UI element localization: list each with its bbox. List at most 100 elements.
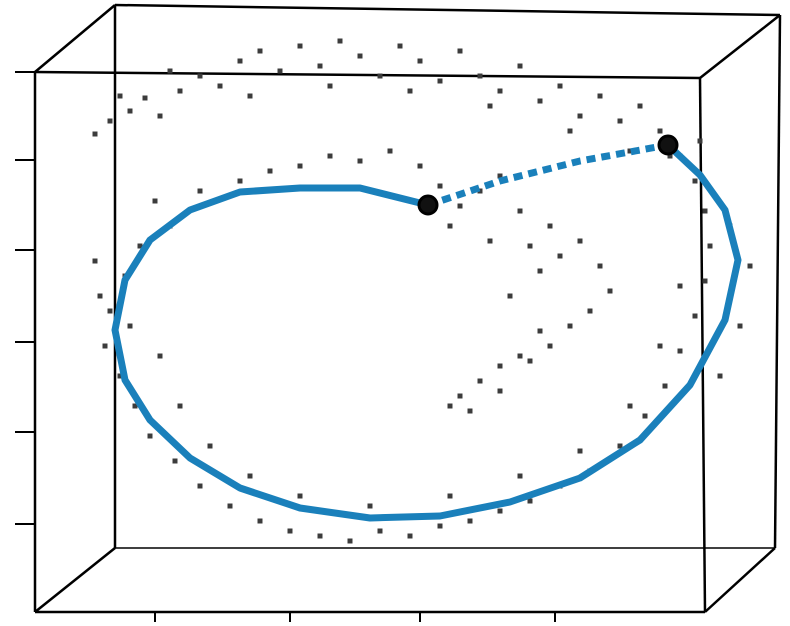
scatter-point — [197, 483, 203, 489]
scatter-point — [537, 98, 543, 104]
scatter-point — [237, 178, 243, 184]
scatter-point — [657, 343, 663, 349]
scatter-point — [137, 243, 143, 249]
scatter-point — [297, 493, 303, 499]
scatter-point — [467, 408, 473, 414]
scatter-point — [257, 48, 263, 54]
scatter-point — [517, 473, 523, 479]
scatter-point — [487, 103, 493, 109]
scatter-point — [577, 113, 583, 119]
scatter-point — [277, 68, 283, 74]
scatter-point — [417, 58, 423, 64]
scatter-point — [447, 493, 453, 499]
scatter-point — [117, 373, 123, 379]
scatter-point — [577, 448, 583, 454]
scatter-point — [327, 83, 333, 89]
scatter-point — [467, 518, 473, 524]
scatter-point — [92, 258, 98, 264]
scatter-point — [527, 358, 533, 364]
scatter-point — [597, 263, 603, 269]
path-endpoint — [417, 194, 439, 216]
scatter-point — [172, 458, 178, 464]
scatter-point — [287, 528, 293, 534]
scatter-point — [497, 508, 503, 514]
scatter-point — [357, 53, 363, 59]
scatter-point — [367, 503, 373, 509]
scatter-point — [297, 163, 303, 169]
scatter-point — [107, 118, 113, 124]
scatter-point — [207, 443, 213, 449]
scatter-point — [317, 533, 323, 539]
scatter-point — [397, 43, 403, 49]
scatter-point — [257, 518, 263, 524]
scatter-point — [537, 268, 543, 274]
scatter-point — [627, 148, 633, 154]
scatter-point — [177, 88, 183, 94]
scatter-point — [457, 48, 463, 54]
scatter-point — [547, 343, 553, 349]
scatter-point — [447, 403, 453, 409]
scatter-point — [717, 373, 723, 379]
scatter-point — [417, 163, 423, 169]
scatter-point — [107, 308, 113, 314]
scatter-point — [607, 288, 613, 294]
scatter-point — [217, 83, 223, 89]
scatter-point — [347, 538, 353, 544]
scatter-point — [247, 93, 253, 99]
scatter-point — [337, 38, 343, 44]
scatter-point — [477, 378, 483, 384]
scatter-point — [747, 263, 753, 269]
scatter-point — [317, 63, 323, 69]
scatter-point — [557, 253, 563, 259]
scatter-point — [387, 148, 393, 154]
scatter-point — [197, 73, 203, 79]
scatter-point — [692, 313, 698, 319]
scatter-point — [157, 353, 163, 359]
scatter-point — [327, 153, 333, 159]
scatter-point — [92, 131, 98, 137]
scatter-point — [227, 503, 233, 509]
scatter-point — [702, 208, 708, 214]
scatter-point — [127, 108, 133, 114]
scatter-point — [177, 403, 183, 409]
scatter-point — [437, 183, 443, 189]
dashed-path — [426, 141, 669, 209]
scatter-point — [487, 238, 493, 244]
scatter-point — [597, 93, 603, 99]
scatter-point — [477, 73, 483, 79]
scatter-point — [247, 473, 253, 479]
scatter-point — [132, 403, 138, 409]
scatter-point — [517, 63, 523, 69]
scatter-point — [587, 308, 593, 314]
scatter-point — [707, 243, 713, 249]
scatter-point — [627, 403, 633, 409]
scatter-point — [577, 238, 583, 244]
scatter-point — [437, 523, 443, 529]
scatter-point — [357, 158, 363, 164]
scatter-point — [157, 113, 163, 119]
scatter-point — [167, 68, 173, 74]
scatter-point — [517, 208, 523, 214]
scatter-point — [497, 173, 503, 179]
scatter-point — [677, 283, 683, 289]
scatter-point — [297, 43, 303, 49]
scatter-point — [237, 58, 243, 64]
scatter-point — [407, 533, 413, 539]
scatter-point — [637, 103, 643, 109]
scatter-point — [377, 528, 383, 534]
scatter-point — [497, 363, 503, 369]
scatter-point — [642, 413, 648, 419]
scatter-point — [97, 293, 103, 299]
scatter-point — [667, 153, 673, 159]
scatter-point — [147, 433, 153, 439]
scatter-point — [527, 498, 533, 504]
scatter-point — [497, 88, 503, 94]
scatter-point — [117, 93, 123, 99]
scatter-point — [697, 138, 703, 144]
scatter-point — [692, 178, 698, 184]
scatter-point — [152, 198, 158, 204]
scatter-point — [702, 278, 708, 284]
scatter-point — [567, 128, 573, 134]
scatter-point — [127, 323, 133, 329]
scatter-point — [457, 203, 463, 209]
